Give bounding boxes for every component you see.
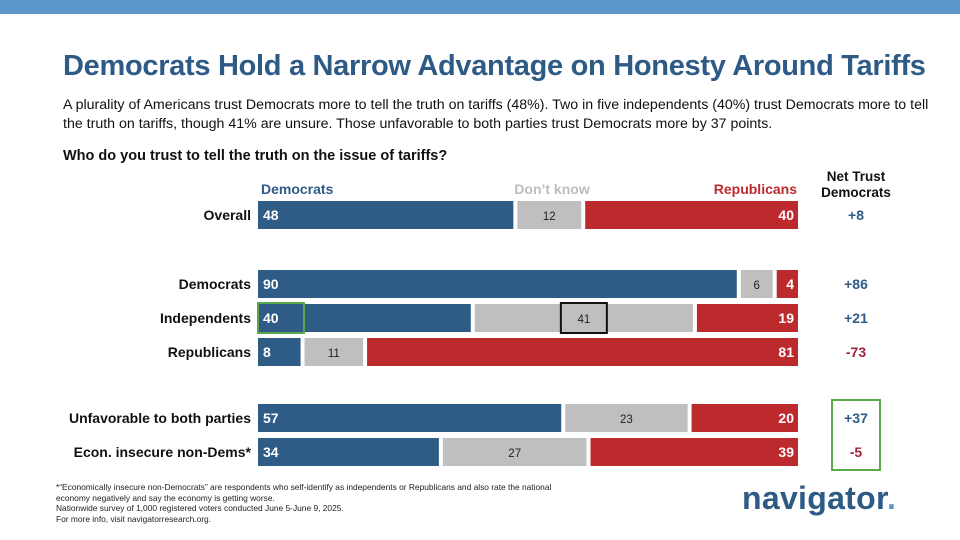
bar-segment-republicans [585,201,798,229]
logo-text: navigator [742,480,887,516]
bar-segment-democrats [258,338,301,366]
data-label: 48 [263,207,279,223]
bar-segment-dont-know [565,404,688,432]
bar-segment-dont-know [517,201,582,229]
subtitle: A plurality of Americans trust Democrats… [63,97,929,132]
bar-segment-democrats [258,404,562,432]
data-label: 57 [263,410,279,426]
net-trust-value: -5 [850,444,863,460]
bar-segment-republicans [590,438,798,466]
data-label: 90 [263,276,279,292]
net-trust-value: +21 [844,310,868,326]
page-title: Democrats Hold a Narrow Advantage on Hon… [63,50,926,82]
data-label: 4 [786,276,794,292]
bar-segment-democrats [258,270,737,298]
logo-dot: . [886,480,897,516]
footnote-line: *“Economically insecure non-Democrats” a… [56,482,552,492]
highlight-box-net-trust [831,399,881,471]
category-label: Independents [160,310,251,326]
category-label: Overall [204,207,251,223]
net-trust-value: +86 [844,276,868,292]
data-label: 23 [620,414,633,426]
data-label: 40 [778,207,794,223]
bar-segment-dont-know [740,270,773,298]
navigator-logo: navigator. [742,480,896,517]
highlight-box-independents-dont-know [559,302,608,334]
net-header-line1: Net Trust [827,169,886,184]
footnote-line: Nationwide survey of 1,000 registered vo… [56,503,344,514]
net-trust-value: -73 [846,344,866,360]
footnote-line: For more info, visit navigatorresearch.o… [56,513,211,524]
bar-segment-republicans [696,304,798,332]
data-label: 19 [778,310,794,326]
footnote: *“Economically insecure non-Democrats” a… [56,482,616,524]
data-label: 81 [778,344,794,360]
data-label: 39 [778,444,794,460]
category-label: Republicans [168,344,251,360]
legend-label-dont-know: Don’t know [514,181,590,197]
bar-segment-republicans [367,338,798,366]
net-header-line2: Democrats [821,185,891,200]
legend-label-democrats: Democrats [261,181,334,197]
legend-label-republicans: Republicans [714,181,797,197]
data-label: 41 [577,314,590,326]
category-label: Econ. insecure non-Dems* [74,444,252,460]
data-label: 20 [778,410,794,426]
bar-segment-democrats [258,304,471,332]
bar-segment-republicans [776,270,798,298]
data-label: 27 [508,448,521,460]
data-label: 34 [263,444,279,460]
data-label: 8 [263,344,271,360]
bar-segment-republicans [691,404,798,432]
top-color-band [0,0,960,14]
category-label: Unfavorable to both parties [69,410,251,426]
data-label: 6 [754,280,760,292]
net-trust-value: +8 [848,207,864,223]
bar-segment-democrats [258,201,514,229]
footnote-line: economy negatively and say the economy i… [56,492,275,503]
highlight-box-independents-democrats [257,302,305,334]
bar-segment-dont-know [304,338,364,366]
bar-segment-democrats [258,438,439,466]
data-label: 11 [328,348,340,360]
net-trust-value: +37 [844,410,868,426]
data-label: 40 [263,310,279,326]
bar-segment-dont-know [442,438,587,466]
category-label: Democrats [179,276,252,292]
data-label: 12 [543,211,556,223]
survey-question: Who do you trust to tell the truth on th… [63,148,448,164]
bar-segment-dont-know [474,304,693,332]
